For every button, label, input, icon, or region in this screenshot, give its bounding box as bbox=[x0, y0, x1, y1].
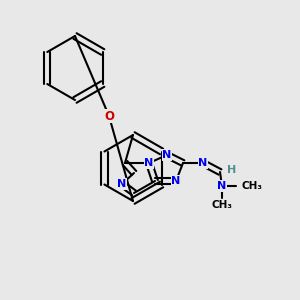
Text: CH₃: CH₃ bbox=[212, 200, 233, 210]
Text: N: N bbox=[117, 179, 127, 189]
Text: N: N bbox=[218, 181, 226, 191]
Text: O: O bbox=[104, 110, 114, 122]
Text: N: N bbox=[198, 158, 208, 168]
Text: CH₃: CH₃ bbox=[241, 181, 262, 191]
Text: N: N bbox=[144, 158, 154, 168]
Text: H: H bbox=[227, 165, 237, 175]
Text: N: N bbox=[171, 176, 181, 186]
Text: N: N bbox=[162, 150, 172, 160]
